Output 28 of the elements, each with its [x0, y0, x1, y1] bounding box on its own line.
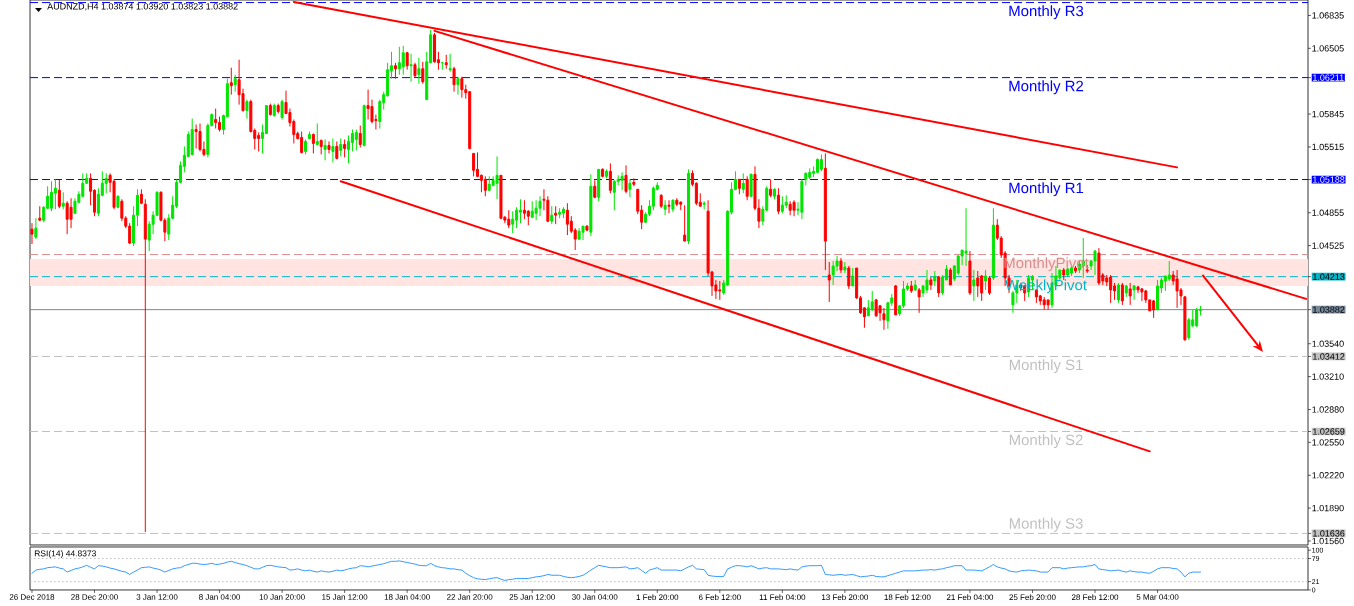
y-tick-label: 1.04855 [1312, 209, 1344, 216]
ref-line-label: Monthly S3 [1009, 517, 1083, 532]
y-tick-label: 1.03412 [1313, 353, 1345, 360]
ref-line-label: Monthly S1 [1009, 359, 1083, 374]
y-tick-label: 1.01560 [1312, 537, 1344, 545]
y-tick-label: 1.02659 [1313, 428, 1345, 435]
y-tick-label: 1.02880 [1312, 406, 1344, 413]
y-tick-label: 1.06505 [1312, 45, 1344, 52]
y-tick-label: 1.04213 [1313, 273, 1345, 280]
y-tick-label: 1.05845 [1312, 110, 1344, 118]
y-tick-label: 1.03540 [1312, 340, 1344, 347]
y-tick-label: 1.05188 [1313, 176, 1345, 183]
y-tick-label: 1.06835 [1312, 12, 1344, 19]
y-tick-label: 1.04525 [1312, 242, 1344, 249]
y-tick-label: 1.06211 [1313, 74, 1344, 81]
ref-line-label: Monthly R1 [1009, 182, 1084, 197]
y-tick-label: 1.02220 [1312, 472, 1344, 479]
y-tick-label: 1.02550 [1312, 439, 1344, 446]
ref-line-label: Monthly R3 [1009, 5, 1084, 20]
y-tick-label: 1.01890 [1312, 504, 1344, 512]
y-tick-label: 1.01636 [1313, 530, 1345, 537]
ref-line-label: Monthly S2 [1009, 434, 1083, 449]
y-tick-label: 1.03210 [1312, 373, 1344, 380]
y-tick-label: 1.03882 [1313, 306, 1345, 313]
y-tick-label: 1.05515 [1312, 143, 1344, 151]
chart-title: RSI(14) 44.8373 [34, 550, 96, 559]
chart-title: AUDNZD,H4 1.03874 1.03920 1.03823 1.03882 [47, 3, 238, 11]
ref-line-label: Monthly R2 [1009, 80, 1084, 95]
